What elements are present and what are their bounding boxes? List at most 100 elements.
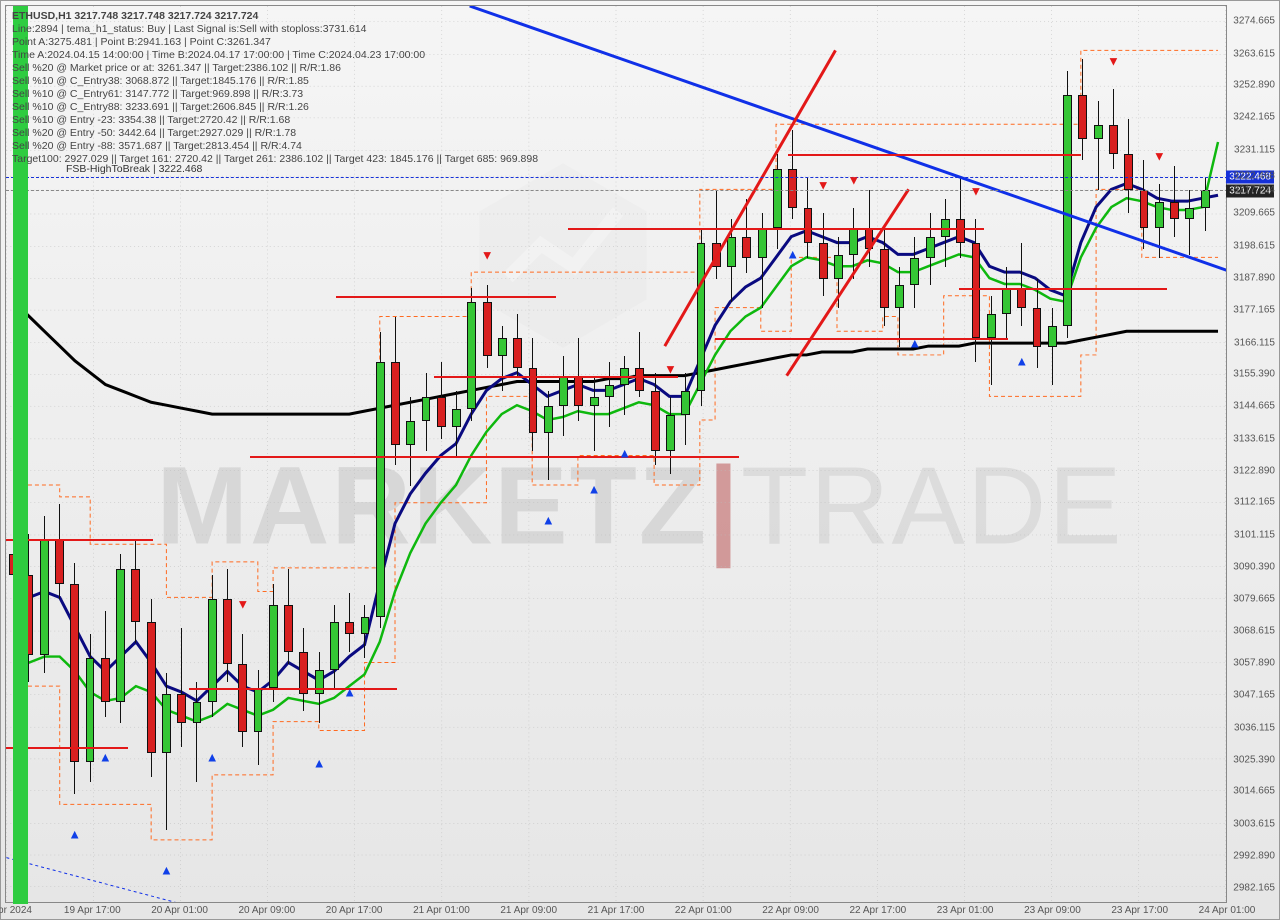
y-tick: 3177.165: [1233, 304, 1275, 315]
x-tick: 20 Apr 17:00: [326, 905, 383, 916]
info-line: Sell %10 @ Entry -23: 3354.38 || Target:…: [12, 114, 538, 127]
sell-arrow-icon: ▼: [970, 184, 983, 199]
candle-bull: [498, 338, 507, 356]
candle-bull: [422, 397, 431, 421]
buy-arrow-icon: ▲: [588, 481, 601, 496]
sr-line: [788, 154, 1081, 156]
y-tick: 3079.665: [1233, 593, 1275, 604]
candle-bull: [162, 694, 171, 753]
candle-bear: [819, 243, 828, 279]
candle-bull: [330, 622, 339, 669]
x-tick: 20 Apr 09:00: [238, 905, 295, 916]
candle-bull: [1155, 202, 1164, 229]
info-line: Sell %20 @ Entry -50: 3442.64 || Target:…: [12, 127, 538, 140]
x-tick: 22 Apr 01:00: [675, 905, 732, 916]
chart-title: ETHUSD,H1 3217.748 3217.748 3217.724 321…: [12, 10, 538, 23]
info-line: Time A:2024.04.15 14:00:00 | Time B:2024…: [12, 49, 538, 62]
candle-bear: [1124, 154, 1133, 190]
candle-wick: [1052, 308, 1053, 385]
candle-bull: [406, 421, 415, 445]
candle-bear: [437, 397, 446, 427]
y-tick: 3133.615: [1233, 433, 1275, 444]
sell-arrow-icon: ▼: [847, 172, 860, 187]
candle-bear: [804, 208, 813, 244]
y-tick: 3155.390: [1233, 369, 1275, 380]
candle-bull: [697, 243, 706, 391]
candle-bear: [1033, 308, 1042, 347]
candle-bear: [55, 539, 64, 583]
sell-arrow-icon: ▼: [236, 597, 249, 612]
buy-arrow-icon: ▲: [786, 247, 799, 262]
candle-wick: [991, 296, 992, 385]
y-tick: 3036.115: [1234, 722, 1275, 733]
y-tick: 3198.615: [1233, 241, 1275, 252]
sr-line: [959, 288, 1167, 290]
y-tick: 3263.615: [1233, 48, 1275, 59]
candle-bear: [177, 694, 186, 724]
candle-bear: [574, 376, 583, 406]
candle-bull: [361, 617, 370, 635]
info-body: Line:2894 | tema_h1_status: Buy | Last S…: [12, 23, 538, 166]
candle-bull: [758, 228, 767, 258]
y-tick: 3144.665: [1233, 401, 1275, 412]
candle-bear: [284, 605, 293, 652]
candle-bull: [590, 397, 599, 406]
info-line: Sell %20 @ Market price or at: 3261.347 …: [12, 62, 538, 75]
y-tick: 3047.165: [1233, 690, 1275, 701]
x-tick: 20 Apr 01:00: [151, 905, 208, 916]
candle-wick: [1189, 190, 1190, 255]
y-tick: 2982.165: [1233, 882, 1275, 893]
info-line: Sell %20 @ Entry -88: 3571.687 || Target…: [12, 140, 538, 153]
buy-arrow-icon: ▲: [1015, 354, 1028, 369]
candle-bear: [865, 228, 874, 249]
x-tick: 21 Apr 17:00: [588, 905, 645, 916]
candle-bull: [605, 385, 614, 397]
info-line: Line:2894 | tema_h1_status: Buy | Last S…: [12, 23, 538, 36]
sell-arrow-icon: ▼: [1107, 53, 1120, 68]
sell-arrow-icon: ▼: [481, 247, 494, 262]
candle-bear: [1017, 288, 1026, 309]
info-line: Sell %10 @ C_Entry38: 3068.872 || Target…: [12, 75, 538, 88]
candle-wick: [502, 326, 503, 391]
y-tick: 3187.890: [1233, 272, 1275, 283]
candle-bear: [1078, 95, 1087, 139]
x-axis: 19 Apr 202419 Apr 17:0020 Apr 01:0020 Ap…: [5, 901, 1227, 917]
info-line: Point A:3275.481 | Point B:2941.163 | Po…: [12, 36, 538, 49]
candle-bear: [101, 658, 110, 702]
candle-bull: [40, 539, 49, 655]
candle-wick: [1021, 243, 1022, 326]
candle-bull: [895, 285, 904, 309]
candle-bull: [315, 670, 324, 694]
y-tick: 3003.615: [1233, 819, 1275, 830]
candle-bull: [1048, 326, 1057, 347]
price-line: [6, 177, 1228, 178]
buy-arrow-icon: ▲: [618, 445, 631, 460]
candle-bull: [1063, 95, 1072, 326]
candle-bull: [193, 702, 202, 723]
candle-bull: [1185, 208, 1194, 220]
candle-bear: [1170, 202, 1179, 220]
candle-bull: [727, 237, 736, 267]
x-tick: 23 Apr 09:00: [1024, 905, 1081, 916]
y-tick: 3217.724: [1233, 184, 1275, 195]
y-tick: 3274.665: [1233, 15, 1275, 26]
sr-line: [6, 539, 153, 541]
candle-bear: [238, 664, 247, 732]
candle-bull: [1201, 190, 1210, 208]
candle-bear: [70, 584, 79, 762]
y-axis: 3274.6653263.6153252.8903242.1653231.115…: [1229, 5, 1279, 903]
y-tick: 3252.890: [1233, 80, 1275, 91]
x-tick: 23 Apr 17:00: [1111, 905, 1168, 916]
y-tick: 3112.165: [1234, 497, 1275, 508]
sell-arrow-icon: ▼: [817, 178, 830, 193]
plot-area[interactable]: ▲▲▲▲▼▲▲▼▲▲▲▼▲▼▼▲▼▲▼▼ ETHUSD,H1 3217.748 …: [5, 5, 1227, 903]
candle-bear: [651, 391, 660, 450]
sr-line: [715, 338, 1008, 340]
buy-arrow-icon: ▲: [313, 756, 326, 771]
candle-wick: [594, 376, 595, 450]
buy-arrow-icon: ▲: [160, 862, 173, 877]
sr-line: [434, 376, 678, 378]
buy-arrow-icon: ▲: [343, 685, 356, 700]
candle-bear: [972, 243, 981, 338]
x-tick: 21 Apr 09:00: [500, 905, 557, 916]
